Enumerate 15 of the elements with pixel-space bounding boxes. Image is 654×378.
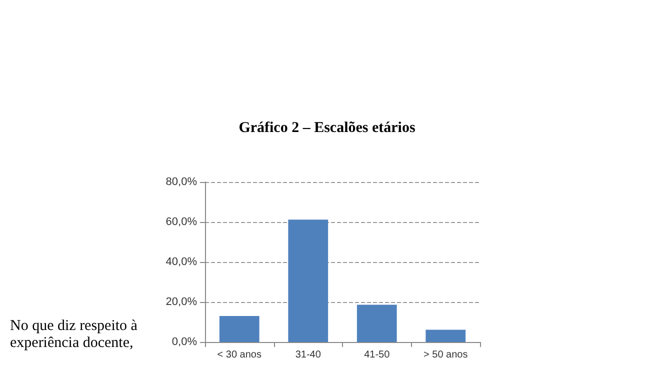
x-tick-label: < 30 anos	[217, 350, 262, 360]
y-tick-label: 80,0%	[166, 176, 198, 188]
chart-title: Gráfico 2 – Escalões etários	[238, 120, 416, 137]
x-tick-label: 41-50	[364, 350, 390, 360]
bar	[288, 220, 328, 342]
x-tick-label: 31-40	[295, 350, 322, 360]
text: No que diz respeito à experiência docente,	[10, 318, 138, 352]
y-tick-label: 0,0%	[172, 336, 198, 348]
bar	[356, 304, 397, 342]
x-tick-label: > 50 anos	[424, 350, 468, 360]
bar	[219, 316, 260, 342]
y-tick-label: 40,0%	[166, 256, 198, 268]
bar	[426, 330, 466, 342]
y-tick-label: 20,0%	[166, 296, 198, 308]
y-tick-label: 60,0%	[166, 216, 198, 228]
